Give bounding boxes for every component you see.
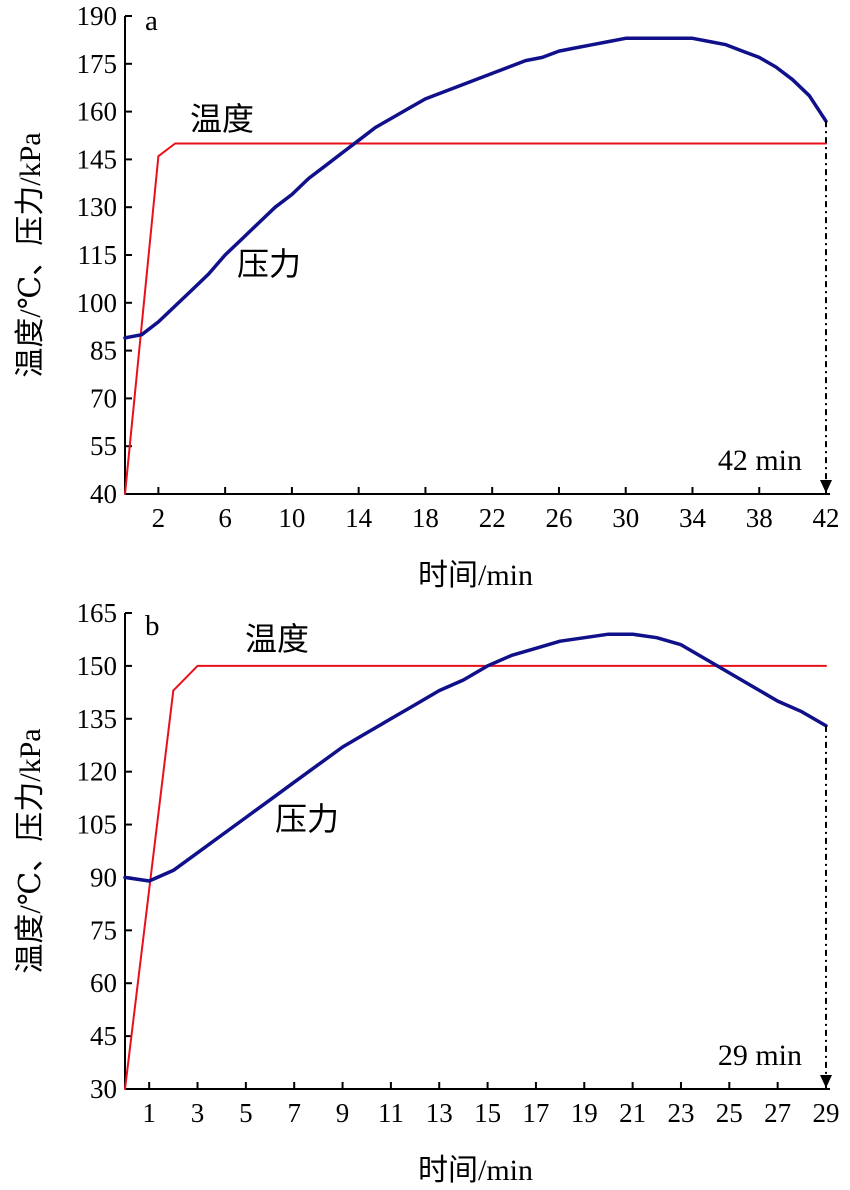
x-tick-label: 15 [474,1098,501,1128]
y-axis-title: 温度/℃、压力/kPa [14,132,47,377]
end-time-annotation: 42 min [718,444,802,477]
y-tick-label: 70 [90,383,117,413]
x-tick-label: 6 [218,503,232,533]
panel-label: a [145,5,158,37]
y-tick-label: 120 [77,757,118,787]
temperature-series-line [124,142,827,495]
x-tick-label: 27 [764,1098,791,1128]
x-tick-label: 38 [746,503,773,533]
y-tick-label: 30 [90,1074,117,1104]
x-tick-label: 11 [378,1098,404,1128]
x-tick-label: 19 [571,1098,598,1128]
y-tick-label: 105 [77,810,118,840]
x-tick-label: 30 [612,503,639,533]
y-tick-label: 150 [77,651,118,681]
x-tick-label: 18 [412,503,439,533]
end-time-annotation: 29 min [718,1039,802,1072]
x-tick-label: 29 [813,1098,840,1128]
y-tick-label: 135 [77,704,118,734]
x-tick-label: 22 [479,503,506,533]
x-tick-label: 7 [287,1098,301,1128]
temperature-series-line [124,664,827,1090]
end-marker-arrowhead [820,1075,832,1088]
y-axis-title: 温度/℃、压力/kPa [14,728,47,973]
y-tick-label: 190 [77,1,118,31]
x-tick-label: 26 [545,503,572,533]
y-tick-label: 130 [77,192,118,222]
y-tick-label: 40 [90,479,117,509]
x-tick-label: 13 [426,1098,453,1128]
y-tick-label: 115 [78,240,118,270]
y-tick-label: 165 [77,598,118,628]
y-tick-label: 90 [90,862,117,892]
x-tick-label: 10 [278,503,305,533]
temperature-series-label: 温度 [245,621,309,657]
y-tick-label: 55 [90,431,117,461]
x-tick-label: 17 [522,1098,549,1128]
y-tick-label: 45 [90,1021,117,1051]
y-tick-label: 175 [77,49,118,79]
y-tick-label: 75 [90,915,117,945]
x-tick-label: 5 [239,1098,253,1128]
x-tick-label: 42 [813,503,840,533]
y-tick-label: 145 [77,144,118,174]
x-tick-label: 23 [667,1098,694,1128]
end-marker-arrowhead [820,480,832,493]
pressure-series-line [123,632,828,883]
x-tick-label: 9 [336,1098,350,1128]
pressure-series-label: 压力 [237,246,301,282]
y-tick-label: 100 [77,288,118,318]
x-tick-label: 1 [142,1098,156,1128]
y-tick-label: 60 [90,968,117,998]
pressure-series-line [123,36,828,340]
y-tick-label: 85 [90,336,117,366]
y-tick-label: 160 [77,97,118,127]
panel-label: b [145,610,160,642]
x-tick-label: 3 [191,1098,205,1128]
x-tick-label: 34 [679,503,707,533]
x-tick-label: 21 [619,1098,646,1128]
x-tick-label: 2 [152,503,166,533]
x-axis-title: 时间/min [418,1154,533,1187]
pressure-series-label: 压力 [275,801,339,837]
temperature-series-label: 温度 [190,101,254,137]
x-tick-label: 14 [345,503,373,533]
x-axis-title: 时间/min [418,559,533,592]
x-tick-label: 25 [716,1098,743,1128]
